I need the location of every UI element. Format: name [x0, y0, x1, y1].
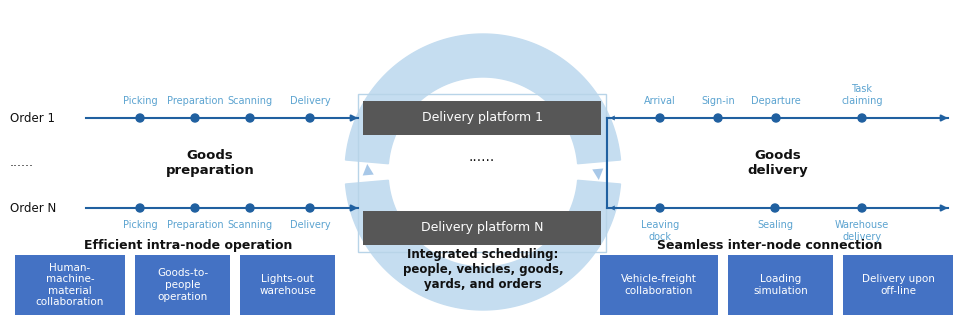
- Circle shape: [714, 114, 722, 122]
- Circle shape: [136, 204, 144, 212]
- Text: Leaving
dock: Leaving dock: [641, 220, 679, 242]
- Text: Vehicle-freight
collaboration: Vehicle-freight collaboration: [621, 274, 697, 296]
- Text: Order N: Order N: [10, 202, 57, 214]
- Text: Goods
preparation: Goods preparation: [166, 149, 254, 177]
- Text: ......: ......: [10, 156, 34, 170]
- Text: Delivery: Delivery: [290, 220, 330, 230]
- Circle shape: [246, 204, 254, 212]
- FancyBboxPatch shape: [843, 255, 953, 315]
- Circle shape: [306, 114, 314, 122]
- Circle shape: [772, 114, 780, 122]
- Text: Order 1: Order 1: [10, 111, 55, 124]
- FancyBboxPatch shape: [363, 101, 601, 135]
- Text: Preparation: Preparation: [167, 220, 224, 230]
- Text: Delivery platform N: Delivery platform N: [420, 221, 543, 235]
- Text: Scanning: Scanning: [228, 220, 273, 230]
- Circle shape: [306, 204, 314, 212]
- Text: Goods
delivery: Goods delivery: [748, 149, 808, 177]
- Circle shape: [858, 204, 866, 212]
- Circle shape: [191, 114, 199, 122]
- Text: Delivery: Delivery: [290, 96, 330, 106]
- Text: Departure: Departure: [751, 96, 801, 106]
- Text: Delivery platform 1: Delivery platform 1: [421, 111, 542, 124]
- FancyBboxPatch shape: [600, 255, 718, 315]
- Text: Human-
machine-
material
collaboration: Human- machine- material collaboration: [36, 263, 105, 308]
- Text: Scanning: Scanning: [228, 96, 273, 106]
- Circle shape: [136, 114, 144, 122]
- Text: Efficient intra-node operation: Efficient intra-node operation: [84, 239, 292, 252]
- Polygon shape: [346, 180, 620, 310]
- Text: Sign-in: Sign-in: [701, 96, 734, 106]
- FancyBboxPatch shape: [15, 255, 125, 315]
- Text: Warehouse
delivery: Warehouse delivery: [835, 220, 889, 242]
- Text: Task
claiming: Task claiming: [841, 84, 883, 106]
- Text: Picking: Picking: [123, 220, 157, 230]
- Polygon shape: [346, 34, 620, 164]
- FancyBboxPatch shape: [240, 255, 335, 315]
- Text: Seamless inter-node connection: Seamless inter-node connection: [658, 239, 882, 252]
- Text: ......: ......: [468, 150, 495, 164]
- Circle shape: [656, 204, 664, 212]
- Text: Preparation: Preparation: [167, 96, 224, 106]
- Circle shape: [656, 114, 664, 122]
- FancyBboxPatch shape: [135, 255, 230, 315]
- Text: Integrated scheduling:
people, vehicles, goods,
yards, and orders: Integrated scheduling: people, vehicles,…: [402, 248, 564, 291]
- Circle shape: [191, 204, 199, 212]
- Circle shape: [246, 114, 254, 122]
- FancyBboxPatch shape: [363, 211, 601, 245]
- Text: Sealing: Sealing: [757, 220, 793, 230]
- Text: Goods-to-
people
operation: Goods-to- people operation: [156, 268, 208, 301]
- Circle shape: [858, 114, 866, 122]
- FancyBboxPatch shape: [728, 255, 833, 315]
- Text: Arrival: Arrival: [644, 96, 676, 106]
- Text: Picking: Picking: [123, 96, 157, 106]
- Text: Loading
simulation: Loading simulation: [754, 274, 808, 296]
- Circle shape: [771, 204, 779, 212]
- Text: Delivery upon
off-line: Delivery upon off-line: [861, 274, 934, 296]
- Text: Lights-out
warehouse: Lights-out warehouse: [259, 274, 316, 296]
